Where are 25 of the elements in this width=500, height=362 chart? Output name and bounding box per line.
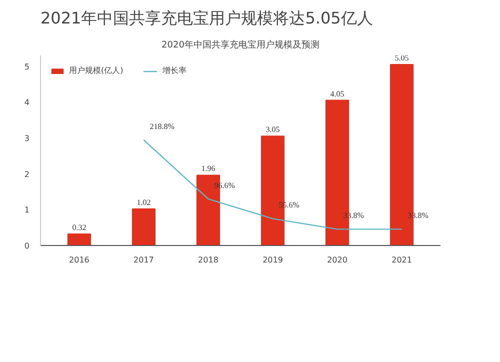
chart-title: 2021年中国共享充电宝用户规模将达5.05亿人 xyxy=(40,8,373,28)
data-label: 3.05 xyxy=(266,125,280,134)
bar xyxy=(132,208,156,246)
data-label: 5.05 xyxy=(394,53,409,62)
data-label: 1.96 xyxy=(201,164,216,174)
x-tick-label: 2018 xyxy=(198,256,218,264)
data-label: 1.02 xyxy=(136,198,151,207)
x-tick-label: 2021 xyxy=(392,256,412,264)
chart-subtitle: 2020年中国共享充电宝用户规模及预测 xyxy=(162,40,320,50)
legend-label: 增长率 xyxy=(162,65,186,76)
y-tick-label: 0 xyxy=(24,242,30,250)
data-label: 0.32 xyxy=(72,223,86,232)
y-tick-label: 3 xyxy=(24,134,30,143)
data-label: 4.05 xyxy=(330,89,344,98)
x-tick-label: 2019 xyxy=(262,256,283,264)
x-tick-label: 2020 xyxy=(327,256,348,264)
data-label: 218.8% xyxy=(150,122,175,131)
y-tick-label: 1 xyxy=(24,206,30,215)
x-tick-label: 2016 xyxy=(69,256,90,264)
bar xyxy=(67,234,91,246)
y-tick-label: 4 xyxy=(24,98,30,108)
x-tick-label: 2017 xyxy=(134,256,154,264)
y-tick-label: 2 xyxy=(24,170,30,179)
y-tick-label: 5 xyxy=(24,62,30,72)
legend-label: 用户规模(亿人) xyxy=(69,65,124,76)
